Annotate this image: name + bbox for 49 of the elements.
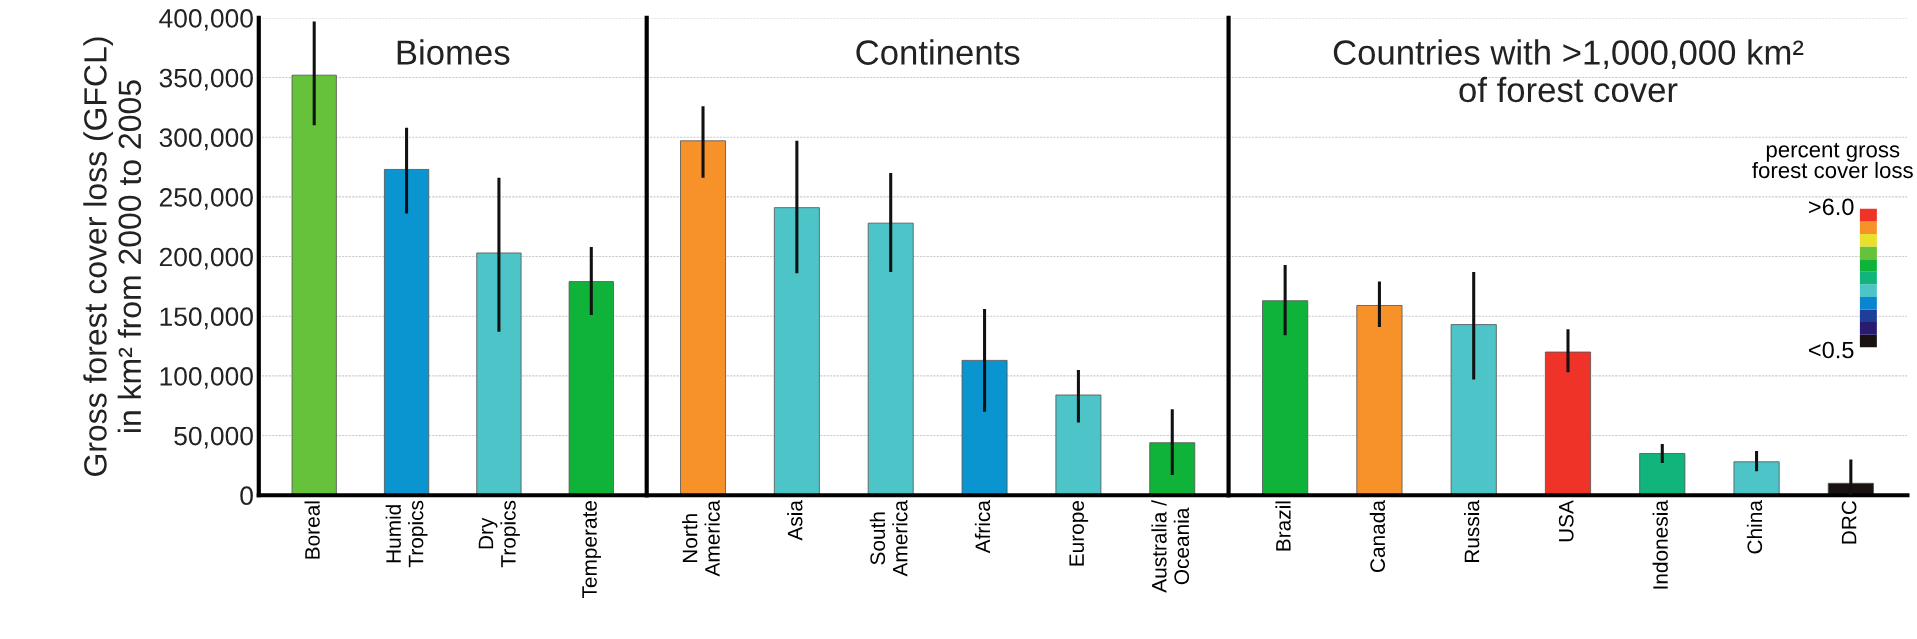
bar [1262,300,1309,496]
x-tick-label: DRC [1841,500,1857,544]
bar [1149,442,1196,496]
y-tick-label: 200,000 [159,247,253,270]
x-tick-label: Australia / Oceania [1151,500,1190,593]
x-tick-label: Temperate [582,501,601,599]
bar [1733,461,1780,496]
x-tick-label: Russia [1464,500,1480,563]
bar [1639,453,1686,496]
y-tick-label: 300,000 [159,128,253,151]
x-tick-label: Humid Tropics [385,500,428,568]
x-tick-label: Boreal [304,501,320,559]
bar [568,281,614,496]
y-tick-label: 0 [240,486,253,506]
bar [1356,305,1403,496]
y-tick-label: 50,000 [174,426,253,449]
y-tick-label: 350,000 [159,68,253,91]
x-tick-label: Indonesia [1652,500,1668,589]
bar [773,207,820,496]
bar [476,252,522,496]
y-tick-label: 100,000 [160,367,253,389]
chart-title: Biomes [397,39,510,65]
x-tick-label: North America [682,500,720,577]
x-tick-label: USA [1558,500,1574,542]
bar [867,222,914,496]
chart-title: Continents [856,39,1020,65]
x-tick-label: Dry Tropics [478,500,520,568]
annotation: percent gross forest cover loss [1752,142,1913,179]
bar [1055,394,1102,496]
annotation: <0.5 [1809,341,1854,359]
x-tick-label: Europe [1069,501,1089,566]
y-tick-label: 400,000 [159,9,253,31]
y-tick-label: 150,000 [160,307,253,330]
bar [680,140,726,496]
y-tick-label: 250,000 [159,188,253,210]
annotation: >6.0 [1809,198,1854,216]
bar [383,169,430,496]
bar [961,359,1008,496]
bar [291,74,337,496]
x-tick-label: Brazil [1275,501,1291,551]
bar [1544,351,1592,496]
x-tick-label: Africa [974,500,991,554]
y-axis-title: Gross forest cover loss (GFCL) in km² from 2000 to 2005 [83,37,142,476]
x-tick-label: Canada [1369,500,1386,572]
x-tick-label: Asia [787,500,803,541]
text: Countries with >1,000,000 km² of forest cover [1333,39,1804,103]
bar [1450,324,1497,496]
x-tick-label: China [1746,500,1763,554]
x-tick-label: South America [869,500,908,577]
